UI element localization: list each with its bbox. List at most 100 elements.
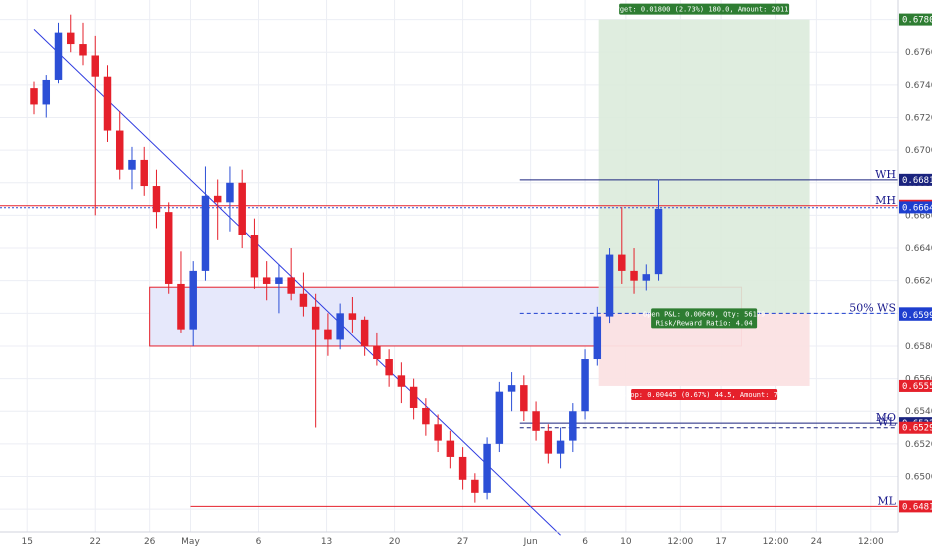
candle (373, 332, 381, 366)
candle (532, 401, 540, 441)
candle (324, 313, 332, 356)
candle-body (544, 430, 553, 454)
candle-body (483, 443, 491, 493)
candle-body (238, 182, 246, 235)
price-tick-label: 0.66200 (905, 277, 932, 287)
price-badge: 0.66818 (899, 173, 932, 186)
candle (422, 398, 430, 436)
price-badge-bg (899, 379, 932, 392)
candle-body (532, 411, 540, 431)
time-tick-label: 13 (321, 537, 332, 547)
candle (152, 169, 161, 229)
price-badge-label: 0.64817 (902, 502, 932, 512)
price-tick-label: 0.65400 (905, 407, 932, 417)
candle (336, 303, 344, 350)
candle (275, 264, 283, 314)
price-badge: 0.64817 (899, 500, 932, 513)
level-label: WL (877, 416, 896, 429)
price-badge-label: 0.65555 (902, 382, 932, 392)
candle-body (409, 386, 418, 408)
candle-body (299, 293, 308, 307)
candle-body (397, 375, 406, 387)
trendline[interactable] (33, 29, 561, 536)
time-tick-label: 17 (715, 537, 726, 547)
candle (128, 146, 136, 190)
candle-body (152, 186, 161, 213)
candle (446, 430, 455, 469)
price-badge-label: 0.66649 (902, 203, 932, 213)
price-tick-label: 0.67200 (905, 113, 932, 123)
time-tick-label: 6 (256, 537, 262, 547)
candle-body (164, 212, 173, 284)
candle (213, 179, 222, 240)
profit-zone[interactable] (598, 19, 810, 314)
candle-body (360, 319, 369, 346)
price-badge-bg (899, 308, 932, 321)
candle-body (189, 270, 197, 330)
candle (177, 251, 185, 333)
candle-body (605, 254, 614, 317)
candle (618, 207, 626, 284)
candle-body (422, 407, 430, 425)
candle (140, 146, 148, 196)
level-label: ML (877, 494, 896, 507)
candle (495, 381, 504, 453)
price-badge-bg (899, 173, 932, 186)
candle-body (213, 195, 222, 203)
time-tick-label: 12:00 (667, 537, 693, 547)
time-axis[interactable]: 15 22 26 May 6 13 20 27 Jun 6 10 12:00 17 12:00 24 12:0… (21, 537, 884, 547)
level-label: MH (875, 194, 896, 207)
candle (42, 75, 51, 118)
candle-body (275, 277, 283, 284)
candle-body (250, 234, 259, 278)
candle-body (103, 76, 112, 131)
candle (544, 424, 553, 464)
candle (238, 169, 246, 249)
candle-body (348, 313, 357, 320)
candle (434, 414, 442, 453)
stop-label: Stop: 0.00445 (0.67%) 44.5, Amount: 750 (622, 391, 786, 399)
candle-body (446, 440, 455, 457)
candle-body (262, 277, 271, 284)
candle-body (287, 277, 295, 294)
time-tick-label: 10 (620, 537, 632, 547)
time-tick-label: 26 (144, 537, 156, 547)
candle (569, 403, 577, 453)
candle-body (569, 411, 577, 441)
price-tick-label: 0.67600 (905, 48, 932, 58)
candle (360, 316, 369, 356)
target-label: Target: 0.01800 (2.73%) 180.0, Amount: 2… (607, 6, 801, 14)
candle (201, 166, 210, 281)
candle (91, 35, 99, 216)
candle (483, 437, 491, 500)
candle (54, 22, 63, 84)
price-axis-bg (898, 0, 932, 550)
candle (311, 293, 320, 428)
candle (348, 297, 357, 333)
time-tick-label: 6 (582, 537, 588, 547)
price-labels: 0.678000.668180.666590.666490.660000.659… (899, 13, 932, 513)
candle (164, 202, 173, 294)
candle-body (115, 130, 124, 170)
candle (605, 248, 614, 324)
candle-body (618, 254, 626, 271)
candle (189, 261, 197, 346)
candle-body (79, 44, 87, 56)
candle-body (324, 329, 332, 340)
price-badge-label: 0.65299 (902, 424, 932, 434)
candle-body (642, 274, 651, 281)
candle-body (520, 385, 528, 412)
candle (458, 447, 467, 490)
price-tick-label: 0.65200 (905, 440, 932, 450)
trendline-segment[interactable] (33, 29, 561, 536)
candle-body (630, 270, 638, 281)
price-badge-bg (899, 13, 932, 26)
candle-body (507, 385, 516, 392)
long-position[interactable] (598, 19, 810, 386)
candle (630, 248, 638, 294)
pnl-label-line: Risk/Reward Ratio: 4.04 (656, 319, 753, 327)
candle-body (385, 359, 393, 376)
price-tick-label: 0.65600 (905, 375, 932, 385)
price-badge: 0.66649 (899, 201, 932, 214)
